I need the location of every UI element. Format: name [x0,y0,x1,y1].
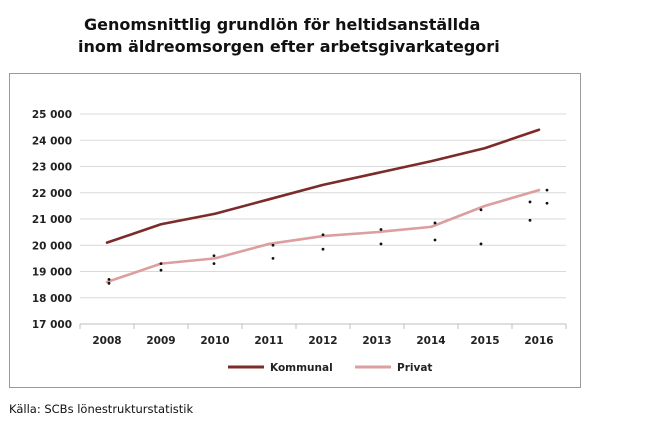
chart-title-line-1: Genomsnittlig grundlön för heltidsanstäl… [84,15,481,34]
scatter-point [107,281,111,285]
x-tick-label: 2009 [146,335,175,347]
y-tick-label: 20 000 [32,240,72,252]
x-tick-label: 2010 [200,335,229,347]
y-tick-label: 24 000 [32,135,72,147]
scatter-point [271,256,275,260]
scatter-point [528,218,532,222]
plot-area [80,110,566,324]
x-tick-label: 2011 [254,335,283,347]
x-tick-label: 2014 [416,335,445,347]
scatter-point [379,228,383,231]
scatter-point [159,268,163,272]
chart-title: Genomsnittlig grundlön för heltidsanstäl… [78,14,558,58]
x-tick-label: 2016 [524,335,553,347]
legend-label-privat: Privat [397,362,432,374]
y-tick-label: 23 000 [32,162,72,174]
chart-title-line-2: inom äldreomsorgen efter arbetsgivarkate… [78,37,500,56]
chart-frame: 17 000 18 000 19 000 20 000 21 000 22 000 23 0… [9,73,581,388]
y-tick-label: 25 000 [32,109,72,121]
y-tick-label: 22 000 [32,188,72,200]
scatter-point [545,201,549,205]
scatter-point [271,243,275,247]
y-tick-label: 18 000 [32,293,72,305]
scatter-point [433,238,437,242]
scatter-point [545,188,549,192]
x-tick-label: 2013 [362,335,391,347]
scatter-point [321,247,325,251]
x-tick-label: 2015 [470,335,499,347]
scatter-point [433,221,437,225]
series-line-kommunal [105,128,541,244]
scatter-point [212,262,216,266]
y-tick-label: 19 000 [32,267,72,279]
y-tick-label: 21 000 [32,214,72,226]
source-note: Källa: SCBs lönestrukturstatistik [9,402,194,416]
y-tick-label: 17 000 [32,319,72,331]
line-chart: 17 000 18 000 19 000 20 000 21 000 22 000 23 0… [32,109,567,374]
x-tick-label: 2008 [92,335,121,347]
scatter-point [379,242,383,246]
scatter-point [321,233,325,237]
scatter-point [479,242,483,246]
legend-label-kommunal: Kommunal [270,362,333,374]
scatter-point [159,262,163,266]
scatter-point [107,277,111,281]
scatter-point [479,208,483,212]
scatter-point [212,254,216,258]
scatter-point [528,200,532,204]
x-tick-label: 2012 [308,335,337,347]
